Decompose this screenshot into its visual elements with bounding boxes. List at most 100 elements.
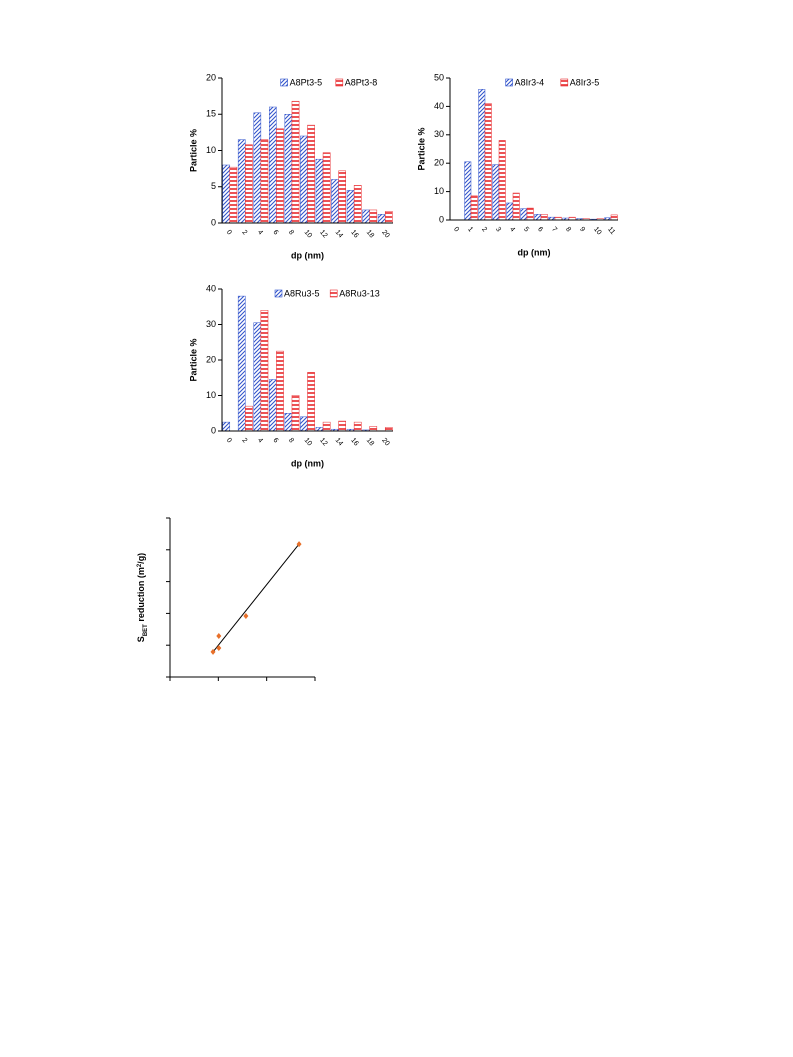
bar: [540, 214, 548, 221]
fit-line: [212, 543, 300, 653]
x-tick-label: 2: [240, 229, 248, 237]
x-tick-label: 6: [271, 437, 279, 445]
bar: [338, 420, 346, 432]
bar: [534, 214, 542, 221]
x-tick-label: 16: [349, 437, 359, 448]
x-tick-label: 14: [334, 437, 344, 448]
bar: [322, 421, 331, 432]
y-axis-title-part: 2: [137, 563, 143, 567]
y-axis-title-part: S: [136, 636, 146, 642]
point: [210, 648, 216, 655]
x-tick-label: 0: [225, 437, 233, 445]
legend-label: A8Ru3-13: [339, 288, 380, 298]
bar: [300, 135, 308, 224]
x-tick-label: 16: [349, 229, 359, 240]
bar: [322, 152, 331, 224]
bar: [300, 416, 308, 432]
bar: [276, 128, 284, 224]
x-tick-label: 14: [334, 229, 344, 240]
x-tick-label: 9: [578, 226, 586, 234]
y-tick-label: 0: [211, 217, 216, 227]
legend-label: A8Pt3-8: [345, 77, 378, 87]
point: [243, 612, 249, 619]
y-tick-label: 40: [206, 283, 216, 293]
bar: [353, 421, 362, 432]
x-tick-label: 18: [365, 437, 375, 448]
x-tick-label: 3: [494, 226, 502, 234]
bar: [237, 139, 246, 224]
bar: [520, 208, 528, 221]
bar: [276, 350, 284, 432]
y-tick-label: 20: [434, 158, 444, 168]
legend-swatch: [505, 78, 513, 87]
bar: [269, 106, 277, 224]
bar: [315, 427, 324, 432]
bar: [384, 211, 393, 224]
x-tick-label: 11: [606, 226, 616, 236]
point: [296, 541, 302, 548]
bar: [284, 114, 293, 224]
bar: [384, 427, 393, 432]
x-tick-label: 1: [466, 226, 474, 234]
y-tick-label: 30: [206, 319, 216, 329]
x-axis-title: dp (nm): [518, 247, 551, 257]
x-tick-label: 20: [380, 437, 390, 448]
bar: [222, 421, 231, 432]
x-tick-label: 8: [287, 437, 295, 445]
y-tick-label: 40: [434, 101, 444, 111]
x-tick-label: 2: [480, 226, 488, 234]
legend-swatch: [274, 289, 283, 298]
bar: [464, 161, 472, 221]
y-tick-label: 50: [434, 72, 444, 82]
bar: [470, 195, 478, 221]
x-tick-label: 18: [365, 229, 375, 240]
x-tick-label: 5: [522, 226, 530, 234]
x-tick-label: 4: [508, 226, 516, 234]
bar: [307, 372, 315, 432]
bar: [610, 214, 618, 221]
legend-label: A8Ir3-5: [570, 77, 600, 87]
x-tick-label: 6: [271, 229, 279, 237]
y-axis-title: Particle %: [188, 129, 198, 172]
x-tick-label: 0: [452, 226, 460, 234]
bar: [484, 103, 492, 221]
legend-swatch: [560, 78, 569, 87]
bar: [506, 202, 514, 221]
y-tick-label: 15: [206, 109, 216, 119]
y-tick-label: 0: [211, 425, 216, 435]
x-tick-label: 20: [380, 229, 390, 240]
y-tick-label: 20: [206, 72, 216, 82]
legend-swatch: [329, 289, 338, 298]
y-axis-title: Particle %: [188, 338, 198, 381]
bar: [253, 112, 262, 224]
x-axis-title: dp (nm): [291, 250, 324, 260]
x-tick-label: 6: [536, 226, 544, 234]
bar: [353, 185, 362, 224]
bar: [478, 89, 486, 221]
bar: [269, 379, 277, 432]
x-tick-label: 10: [303, 229, 313, 240]
bar: [512, 192, 520, 221]
x-tick-label: 8: [564, 226, 572, 234]
bar: [245, 144, 253, 224]
bar: [229, 166, 238, 224]
x-tick-label: 12: [318, 437, 328, 448]
bar: [245, 405, 253, 432]
y-tick-label: 30: [434, 129, 444, 139]
y-tick-label: 5: [211, 181, 216, 191]
x-tick-label: 0: [225, 229, 233, 237]
x-tick-label: 4: [256, 437, 264, 445]
bar: [260, 139, 269, 224]
x-tick-label: 8: [287, 229, 295, 237]
bar: [331, 179, 339, 224]
bar: [307, 124, 315, 224]
y-axis-title-part: reduction (m: [136, 567, 146, 624]
y-tick-label: 20: [206, 354, 216, 364]
bar: [291, 100, 300, 224]
point: [216, 632, 222, 639]
y-axis-title-part: BET: [143, 624, 149, 636]
bar: [377, 214, 386, 224]
x-tick-label: 12: [318, 229, 328, 240]
x-axis-title: dp (nm): [291, 458, 324, 468]
